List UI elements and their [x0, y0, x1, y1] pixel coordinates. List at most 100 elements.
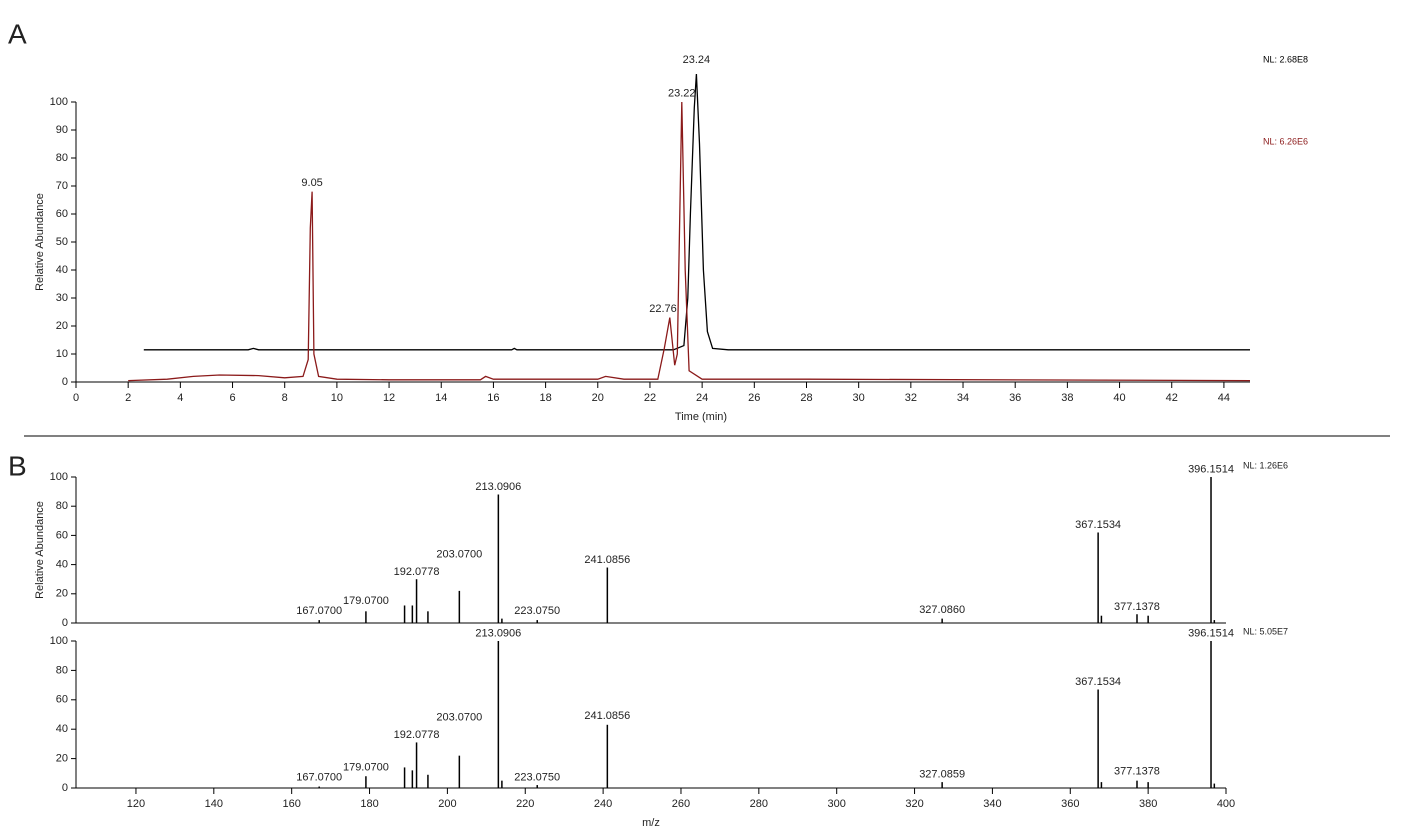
peak-label: 367.1534: [1075, 676, 1121, 688]
normalization-level: NL: 1.26E6: [1243, 460, 1288, 470]
x-tick-label: 400: [1217, 798, 1235, 810]
peak-label: 23.22: [668, 88, 696, 100]
peak-label: 396.1514: [1188, 464, 1234, 476]
x-tick-label: 16: [487, 392, 499, 404]
x-tick-label: 160: [282, 798, 300, 810]
x-tick-label: 20: [592, 392, 604, 404]
y-tick-label: 20: [56, 320, 68, 332]
y-tick-label: 60: [56, 208, 68, 220]
x-tick-label: 0: [73, 392, 79, 404]
x-tick-label: 240: [594, 798, 612, 810]
trace: [128, 101, 1251, 382]
y-tick-label: 40: [56, 264, 68, 276]
y-axis-label: Relative Abundance: [34, 501, 46, 599]
peak-label: 377.1378: [1114, 601, 1160, 613]
x-tick-label: 360: [1061, 798, 1079, 810]
x-axis-label: m/z: [642, 817, 660, 829]
x-tick-label: 40: [1113, 392, 1125, 404]
peak-label: 192.0778: [394, 729, 440, 741]
peak-label: 203.0700: [436, 711, 482, 723]
x-tick-label: 30: [853, 392, 865, 404]
y-tick-label: 100: [50, 96, 68, 108]
peak-label: 22.76: [649, 303, 677, 315]
x-tick-label: 24: [696, 392, 708, 404]
peak-label: 23.24: [683, 54, 711, 66]
y-tick-label: 80: [56, 500, 68, 512]
y-tick-label: 50: [56, 236, 68, 248]
y-tick-label: 40: [56, 723, 68, 735]
y-tick-label: 0: [62, 782, 68, 794]
peak-label: 241.0856: [584, 554, 630, 566]
y-tick-label: 20: [56, 753, 68, 765]
x-tick-label: 42: [1166, 392, 1178, 404]
y-tick-label: 20: [56, 588, 68, 600]
x-axis-label: Time (min): [675, 411, 727, 423]
peak-label: 9.05: [301, 177, 322, 189]
peak-label: 377.1378: [1114, 766, 1160, 778]
x-tick-label: 140: [205, 798, 223, 810]
panel-letter: B: [8, 450, 27, 481]
x-tick-label: 38: [1061, 392, 1073, 404]
x-tick-label: 34: [957, 392, 969, 404]
x-tick-label: 26: [748, 392, 760, 404]
x-tick-label: 120: [127, 798, 145, 810]
y-tick-label: 90: [56, 124, 68, 136]
x-tick-label: 4: [177, 392, 183, 404]
x-tick-label: 18: [539, 392, 551, 404]
y-tick-label: 100: [50, 635, 68, 647]
peak-label: 327.0859: [919, 769, 965, 781]
x-tick-label: 14: [435, 392, 447, 404]
x-tick-label: 380: [1139, 798, 1157, 810]
x-tick-label: 8: [282, 392, 288, 404]
x-tick-label: 36: [1009, 392, 1021, 404]
peak-label: 192.0778: [394, 566, 440, 578]
peak-label: 203.0700: [436, 548, 482, 560]
peak-label: 213.0906: [475, 481, 521, 493]
y-tick-label: 0: [62, 617, 68, 629]
peak-label: 213.0906: [475, 628, 521, 640]
x-tick-label: 320: [905, 798, 923, 810]
y-tick-label: 70: [56, 180, 68, 192]
legend-entry: NL: 2.68E8: [1263, 54, 1308, 64]
y-tick-label: 10: [56, 348, 68, 360]
x-tick-label: 32: [905, 392, 917, 404]
normalization-level: NL: 5.05E7: [1243, 626, 1288, 636]
x-tick-label: 12: [383, 392, 395, 404]
x-tick-label: 180: [360, 798, 378, 810]
peak-label: 367.1534: [1075, 519, 1121, 531]
y-tick-label: 40: [56, 559, 68, 571]
x-tick-label: 6: [229, 392, 235, 404]
trace: [143, 73, 1250, 351]
x-tick-label: 28: [800, 392, 812, 404]
x-tick-label: 280: [750, 798, 768, 810]
x-tick-label: 44: [1218, 392, 1230, 404]
x-tick-label: 22: [644, 392, 656, 404]
x-tick-label: 260: [672, 798, 690, 810]
panel-letter: A: [8, 18, 27, 49]
legend-entry: NL: 6.26E6: [1263, 136, 1308, 146]
x-tick-label: 220: [516, 798, 534, 810]
peak-label: 396.1514: [1188, 628, 1234, 640]
y-tick-label: 0: [62, 376, 68, 388]
y-tick-label: 80: [56, 664, 68, 676]
peak-label: 223.0750: [514, 605, 560, 617]
y-tick-label: 30: [56, 292, 68, 304]
x-tick-label: 2: [125, 392, 131, 404]
x-tick-label: 300: [828, 798, 846, 810]
peak-label: 241.0856: [584, 710, 630, 722]
y-tick-label: 60: [56, 694, 68, 706]
y-tick-label: 80: [56, 152, 68, 164]
y-axis-label: Relative Abundance: [34, 193, 46, 291]
peak-label: 167.0700: [296, 605, 342, 617]
x-tick-label: 200: [438, 798, 456, 810]
y-tick-label: 60: [56, 529, 68, 541]
peak-label: 223.0750: [514, 772, 560, 784]
peak-label: 327.0860: [919, 604, 965, 616]
x-tick-label: 10: [331, 392, 343, 404]
y-tick-label: 100: [50, 471, 68, 483]
peak-label: 179.0700: [343, 761, 389, 773]
peak-label: 179.0700: [343, 595, 389, 607]
x-tick-label: 340: [983, 798, 1001, 810]
peak-label: 167.0700: [296, 772, 342, 784]
